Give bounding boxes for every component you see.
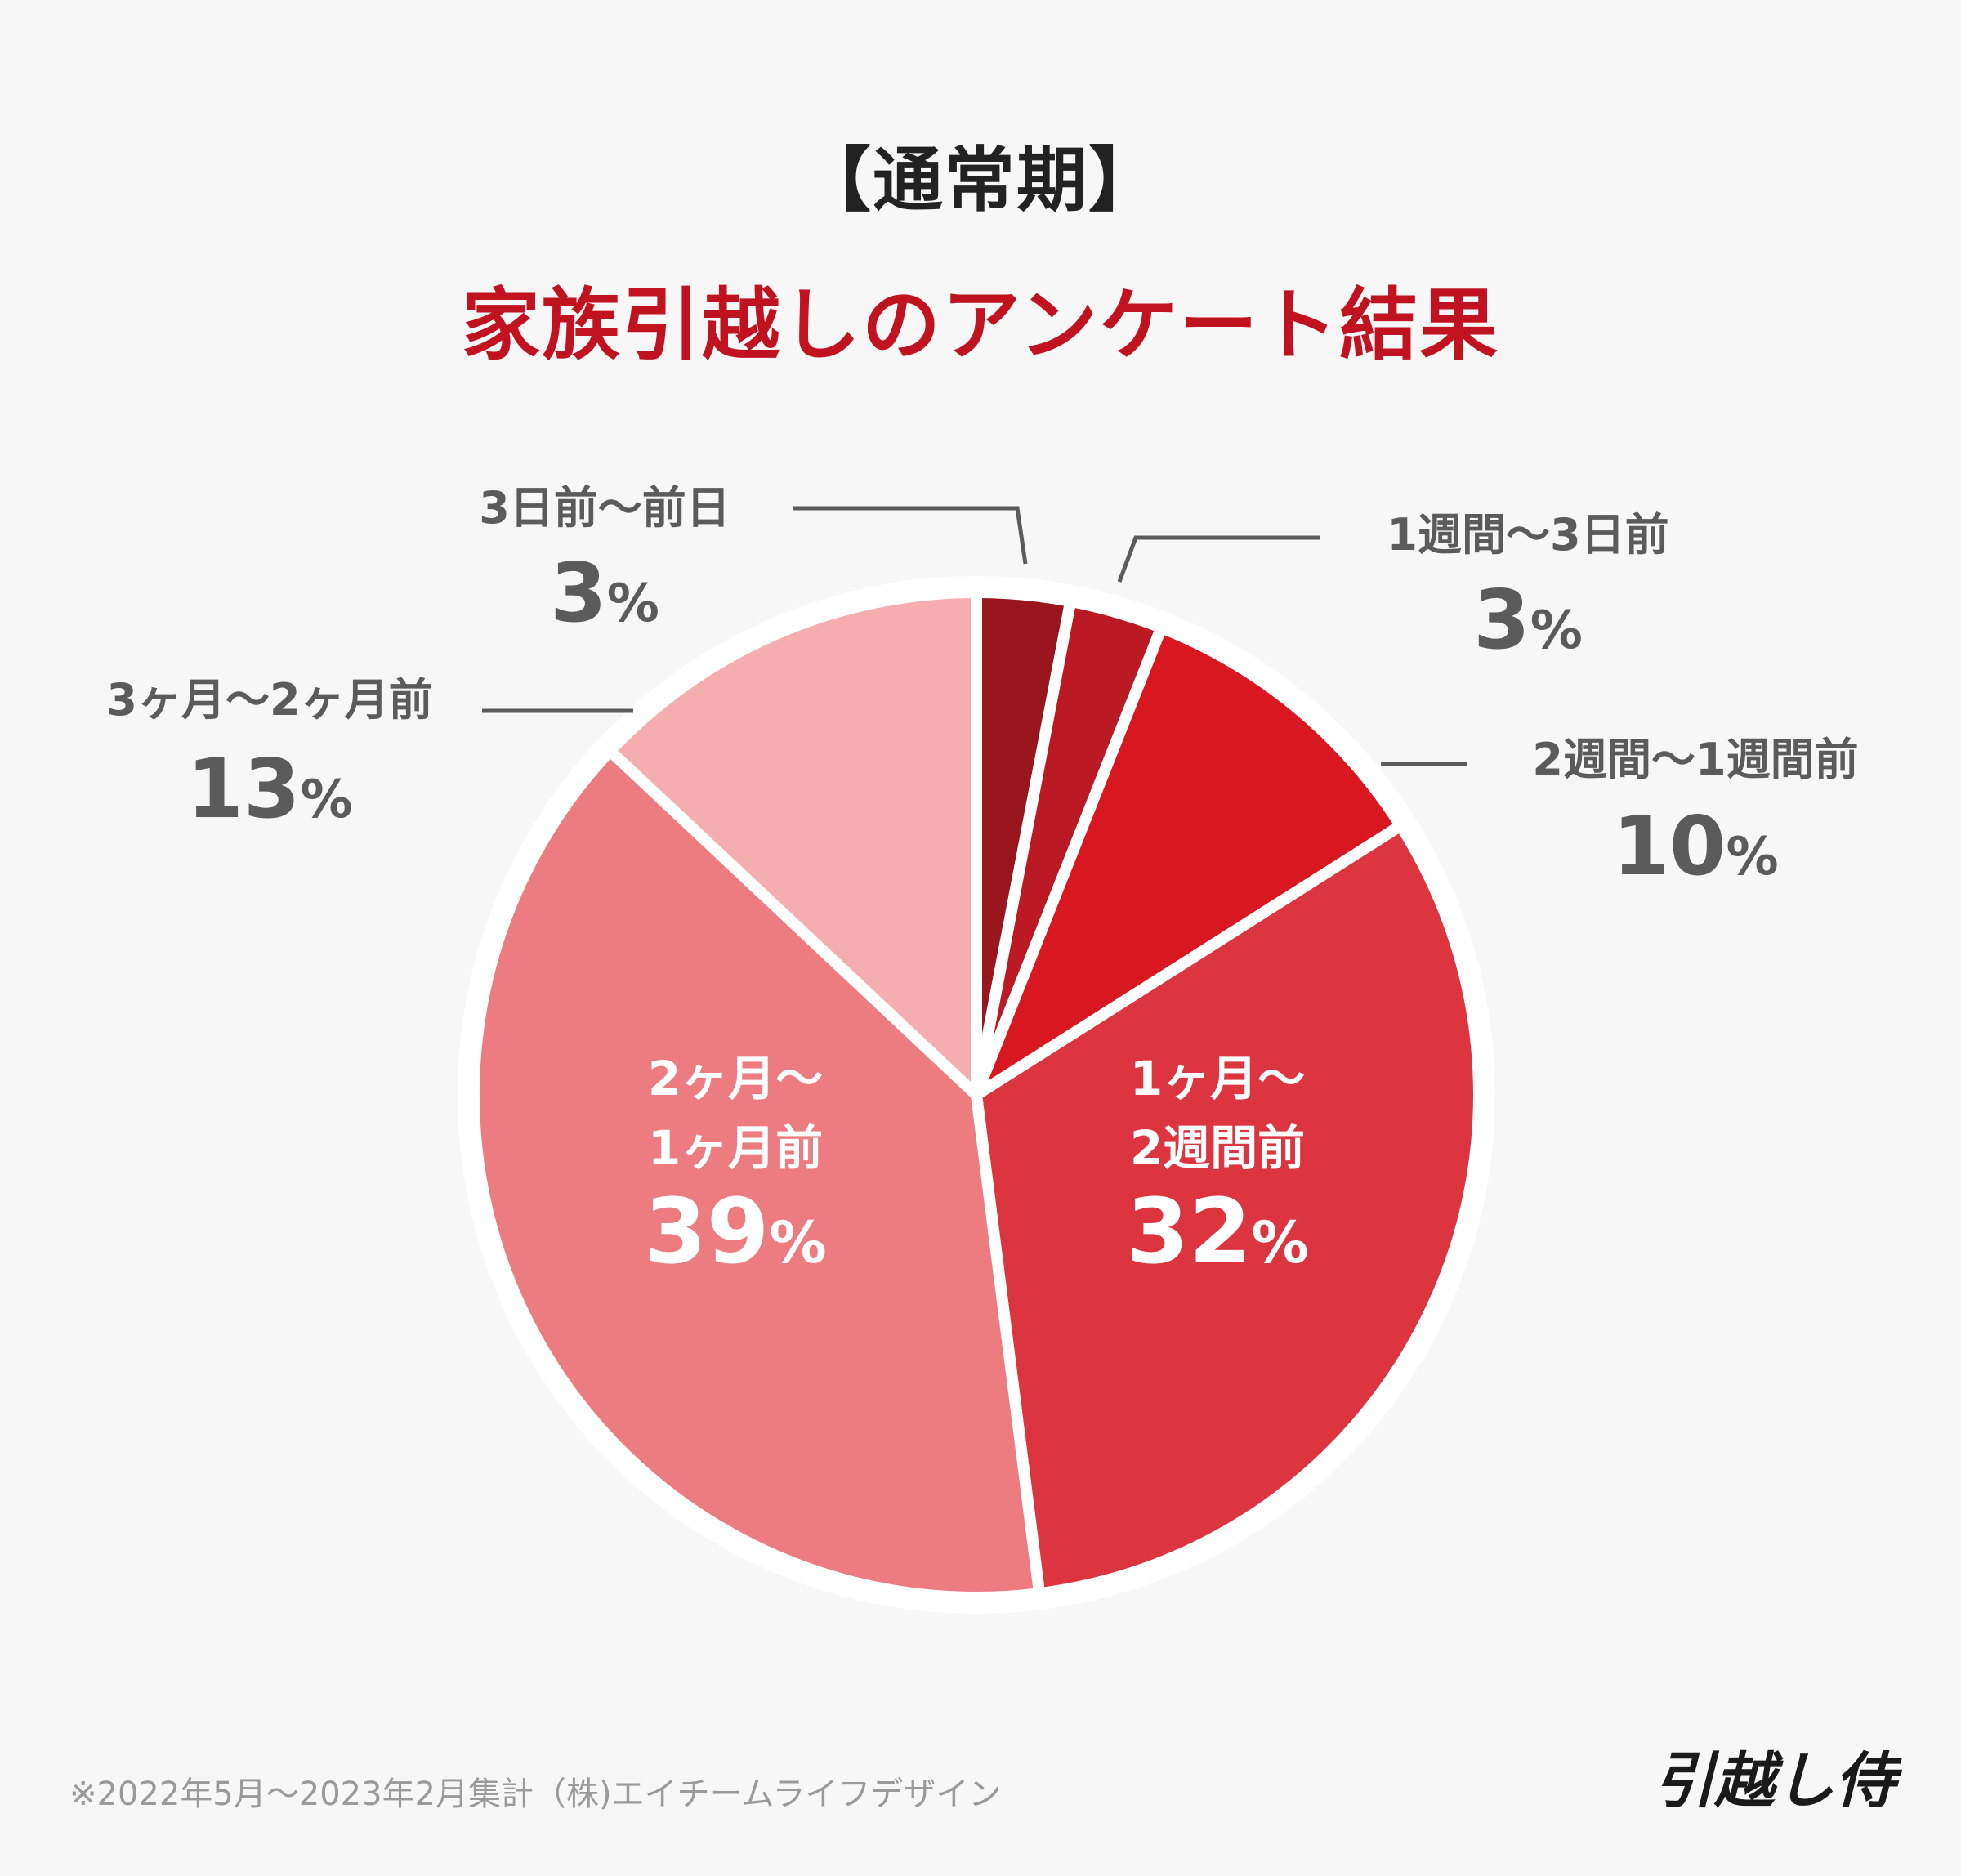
slice-label-3-line-0: 1ヶ月〜	[1130, 1051, 1305, 1106]
chart-period-heading: 【通常期】	[801, 140, 1160, 221]
slice-value-3: 32%	[1126, 1179, 1308, 1284]
pie-slice-4	[468, 745, 1046, 1603]
pie-slice-3	[971, 820, 1485, 1600]
slice-value-1: 3%	[1473, 572, 1583, 668]
slice-value-4: 39%	[644, 1179, 826, 1284]
slice-label-4-line-0: 2ヶ月〜	[648, 1051, 823, 1106]
slice-label-0: 3日前〜前日	[479, 482, 730, 534]
slice-label-3-line-1: 2週間前	[1130, 1120, 1305, 1176]
slice-label-5: 3ヶ月〜2ヶ月前	[106, 674, 432, 726]
hikkoshi-zamurai-logo[interactable]: 引越し侍	[1654, 1746, 1896, 1816]
slice-value-2: 10%	[1612, 798, 1778, 894]
leader-line-1	[1117, 535, 1320, 583]
slice-value-5: 13%	[186, 741, 352, 837]
survey-footnote: ※2022年5月〜2023年2月集計（株)エイチームライフデザイン	[69, 1776, 1002, 1813]
slice-label-2: 2週間〜1週間前	[1532, 734, 1858, 785]
slice-label-1: 1週間〜3日前	[1387, 509, 1668, 561]
pie-slice-5	[604, 587, 982, 1101]
slice-label-4-line-1: 1ヶ月前	[648, 1120, 823, 1176]
slice-value-0: 3%	[550, 545, 659, 641]
chart-title: 家族引越しのアンケート結果	[461, 279, 1500, 371]
leader-line-0	[793, 506, 1028, 565]
pie-slice-2	[971, 622, 1407, 1101]
